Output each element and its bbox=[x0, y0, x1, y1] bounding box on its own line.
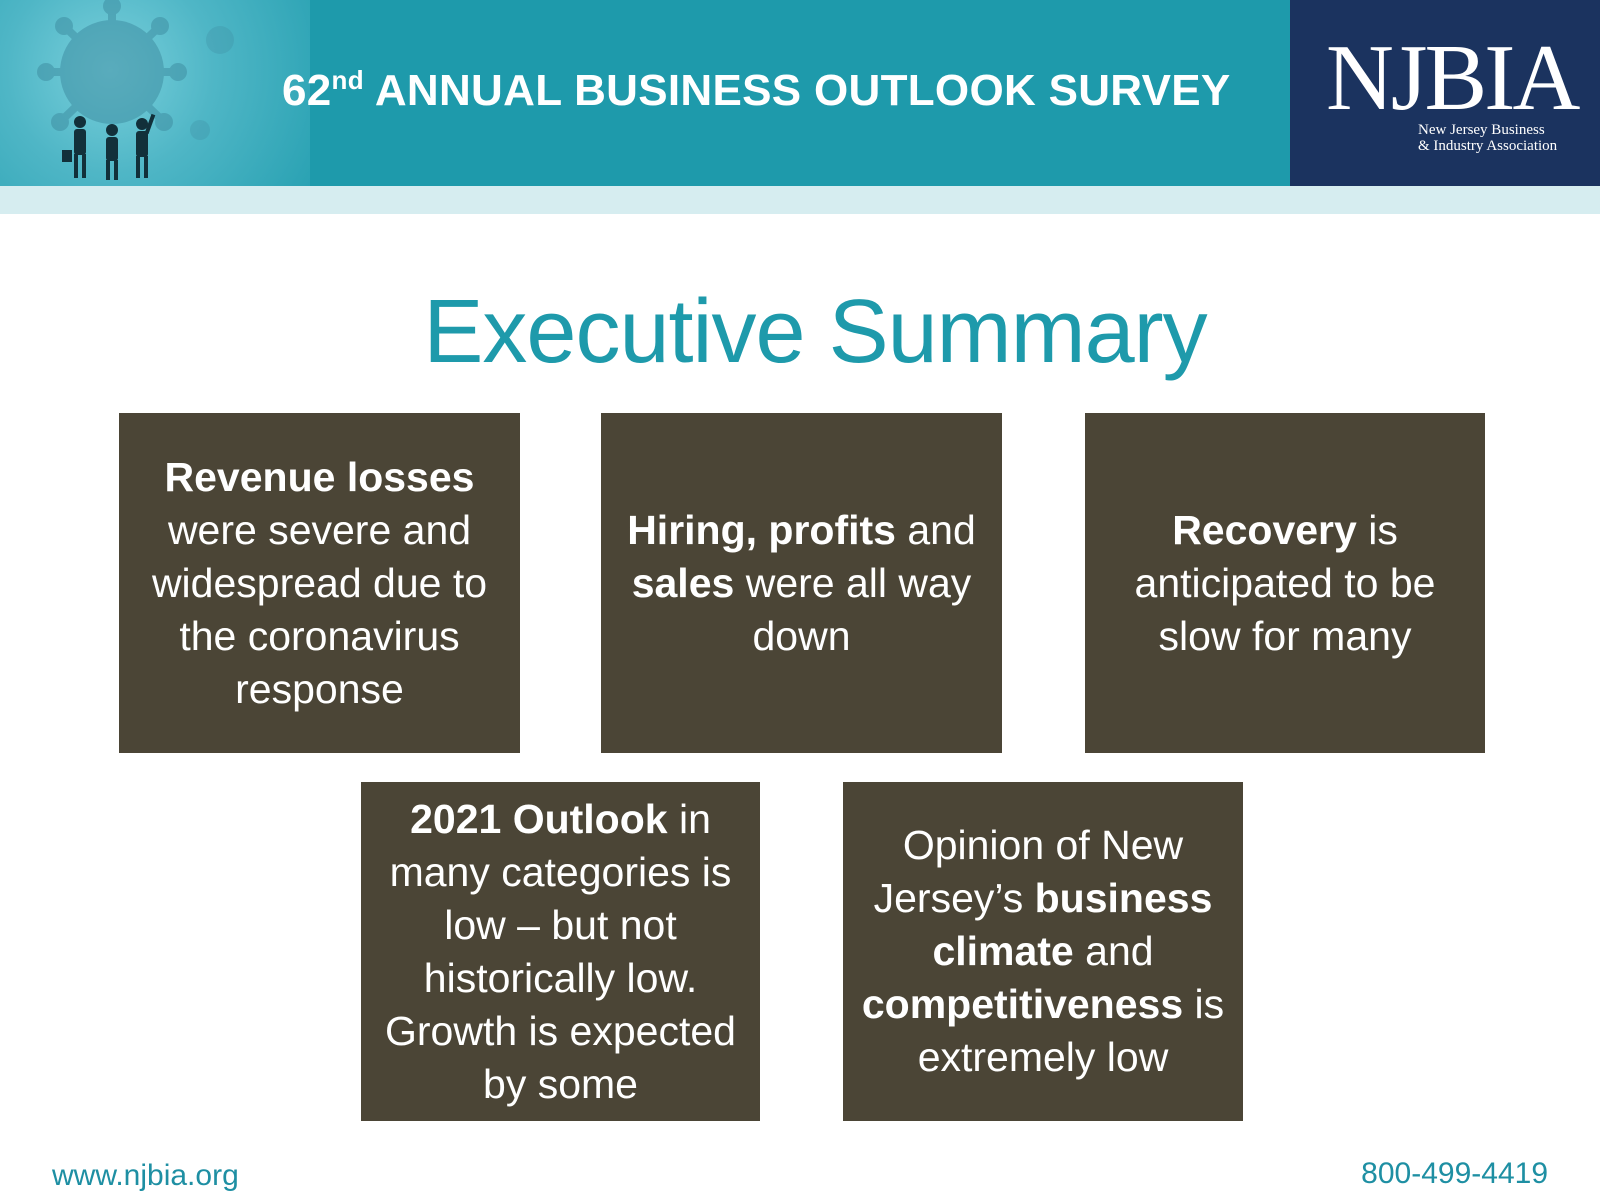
phone-number[interactable]: 800-499-4419 bbox=[1361, 1157, 1548, 1190]
summary-card-recovery: Recovery is anticipated to be slow for m… bbox=[1085, 413, 1485, 753]
card-text-regular: is anticipated to be slow for many bbox=[1134, 506, 1436, 659]
card-text-regular: in many categories is low – but not hist… bbox=[385, 795, 736, 1107]
virus-businesspeople-illustration bbox=[0, 0, 310, 186]
summary-card-text: Revenue losses were severe and widesprea… bbox=[131, 451, 508, 716]
njbia-logo[interactable]: NJBIA New Jersey Business & Industry Ass… bbox=[1290, 0, 1600, 186]
card-text-regular: were severe and widespread due to the co… bbox=[151, 506, 488, 712]
summary-card-text: Opinion of New Jersey’s business climate… bbox=[855, 819, 1231, 1084]
summary-card-text: Recovery is anticipated to be slow for m… bbox=[1097, 504, 1473, 663]
card-text-regular: and bbox=[1073, 928, 1154, 974]
summary-card-opinion: Opinion of New Jersey’s business climate… bbox=[843, 782, 1243, 1121]
card-text-regular: were all way down bbox=[734, 559, 972, 659]
summary-card-text: Hiring, profits and sales were all way d… bbox=[613, 504, 990, 663]
summary-card-text: 2021 Outlook in many categories is low –… bbox=[373, 793, 748, 1111]
summary-card-hiring: Hiring, profits and sales were all way d… bbox=[601, 413, 1002, 753]
card-text-regular: Opinion of New Jersey’s bbox=[873, 822, 1184, 921]
page-title: Executive Summary bbox=[423, 282, 1207, 382]
card-text-regular: is extremely low bbox=[917, 981, 1225, 1080]
summary-card-revenue: Revenue losses were severe and widesprea… bbox=[119, 413, 520, 753]
card-text-bold: Revenue losses bbox=[164, 453, 475, 500]
survey-title-suffix: nd bbox=[331, 65, 364, 95]
card-text-bold: business climate bbox=[932, 875, 1213, 974]
header-banner: 62nd ANNUAL BUSINESS OUTLOOK SURVEY NJBI… bbox=[0, 0, 1600, 186]
card-text-bold: competitiveness bbox=[861, 981, 1184, 1027]
survey-title-text: ANNUAL BUSINESS OUTLOOK SURVEY bbox=[363, 66, 1231, 115]
card-text-bold: sales bbox=[631, 559, 735, 606]
card-text-bold: Hiring, profits bbox=[627, 506, 896, 553]
logo-wordmark: NJBIA bbox=[1326, 26, 1580, 130]
survey-title-number: 62 bbox=[282, 66, 332, 115]
website-link[interactable]: www.njbia.org bbox=[52, 1159, 239, 1192]
virus-illustration-icon bbox=[37, 0, 234, 180]
summary-card-outlook: 2021 Outlook in many categories is low –… bbox=[361, 782, 760, 1121]
logo-subtitle: New Jersey Business & Industry Associati… bbox=[1418, 122, 1557, 154]
card-text-regular: and bbox=[895, 506, 976, 553]
card-text-bold: Recovery bbox=[1172, 506, 1357, 553]
header-subband bbox=[0, 186, 1600, 214]
logo-subtitle-line2: & Industry Association bbox=[1418, 138, 1558, 154]
logo-subtitle-line1: New Jersey Business bbox=[1418, 122, 1545, 138]
survey-title: 62nd ANNUAL BUSINESS OUTLOOK SURVEY bbox=[282, 64, 1231, 118]
card-text-bold: 2021 Outlook bbox=[410, 795, 668, 842]
